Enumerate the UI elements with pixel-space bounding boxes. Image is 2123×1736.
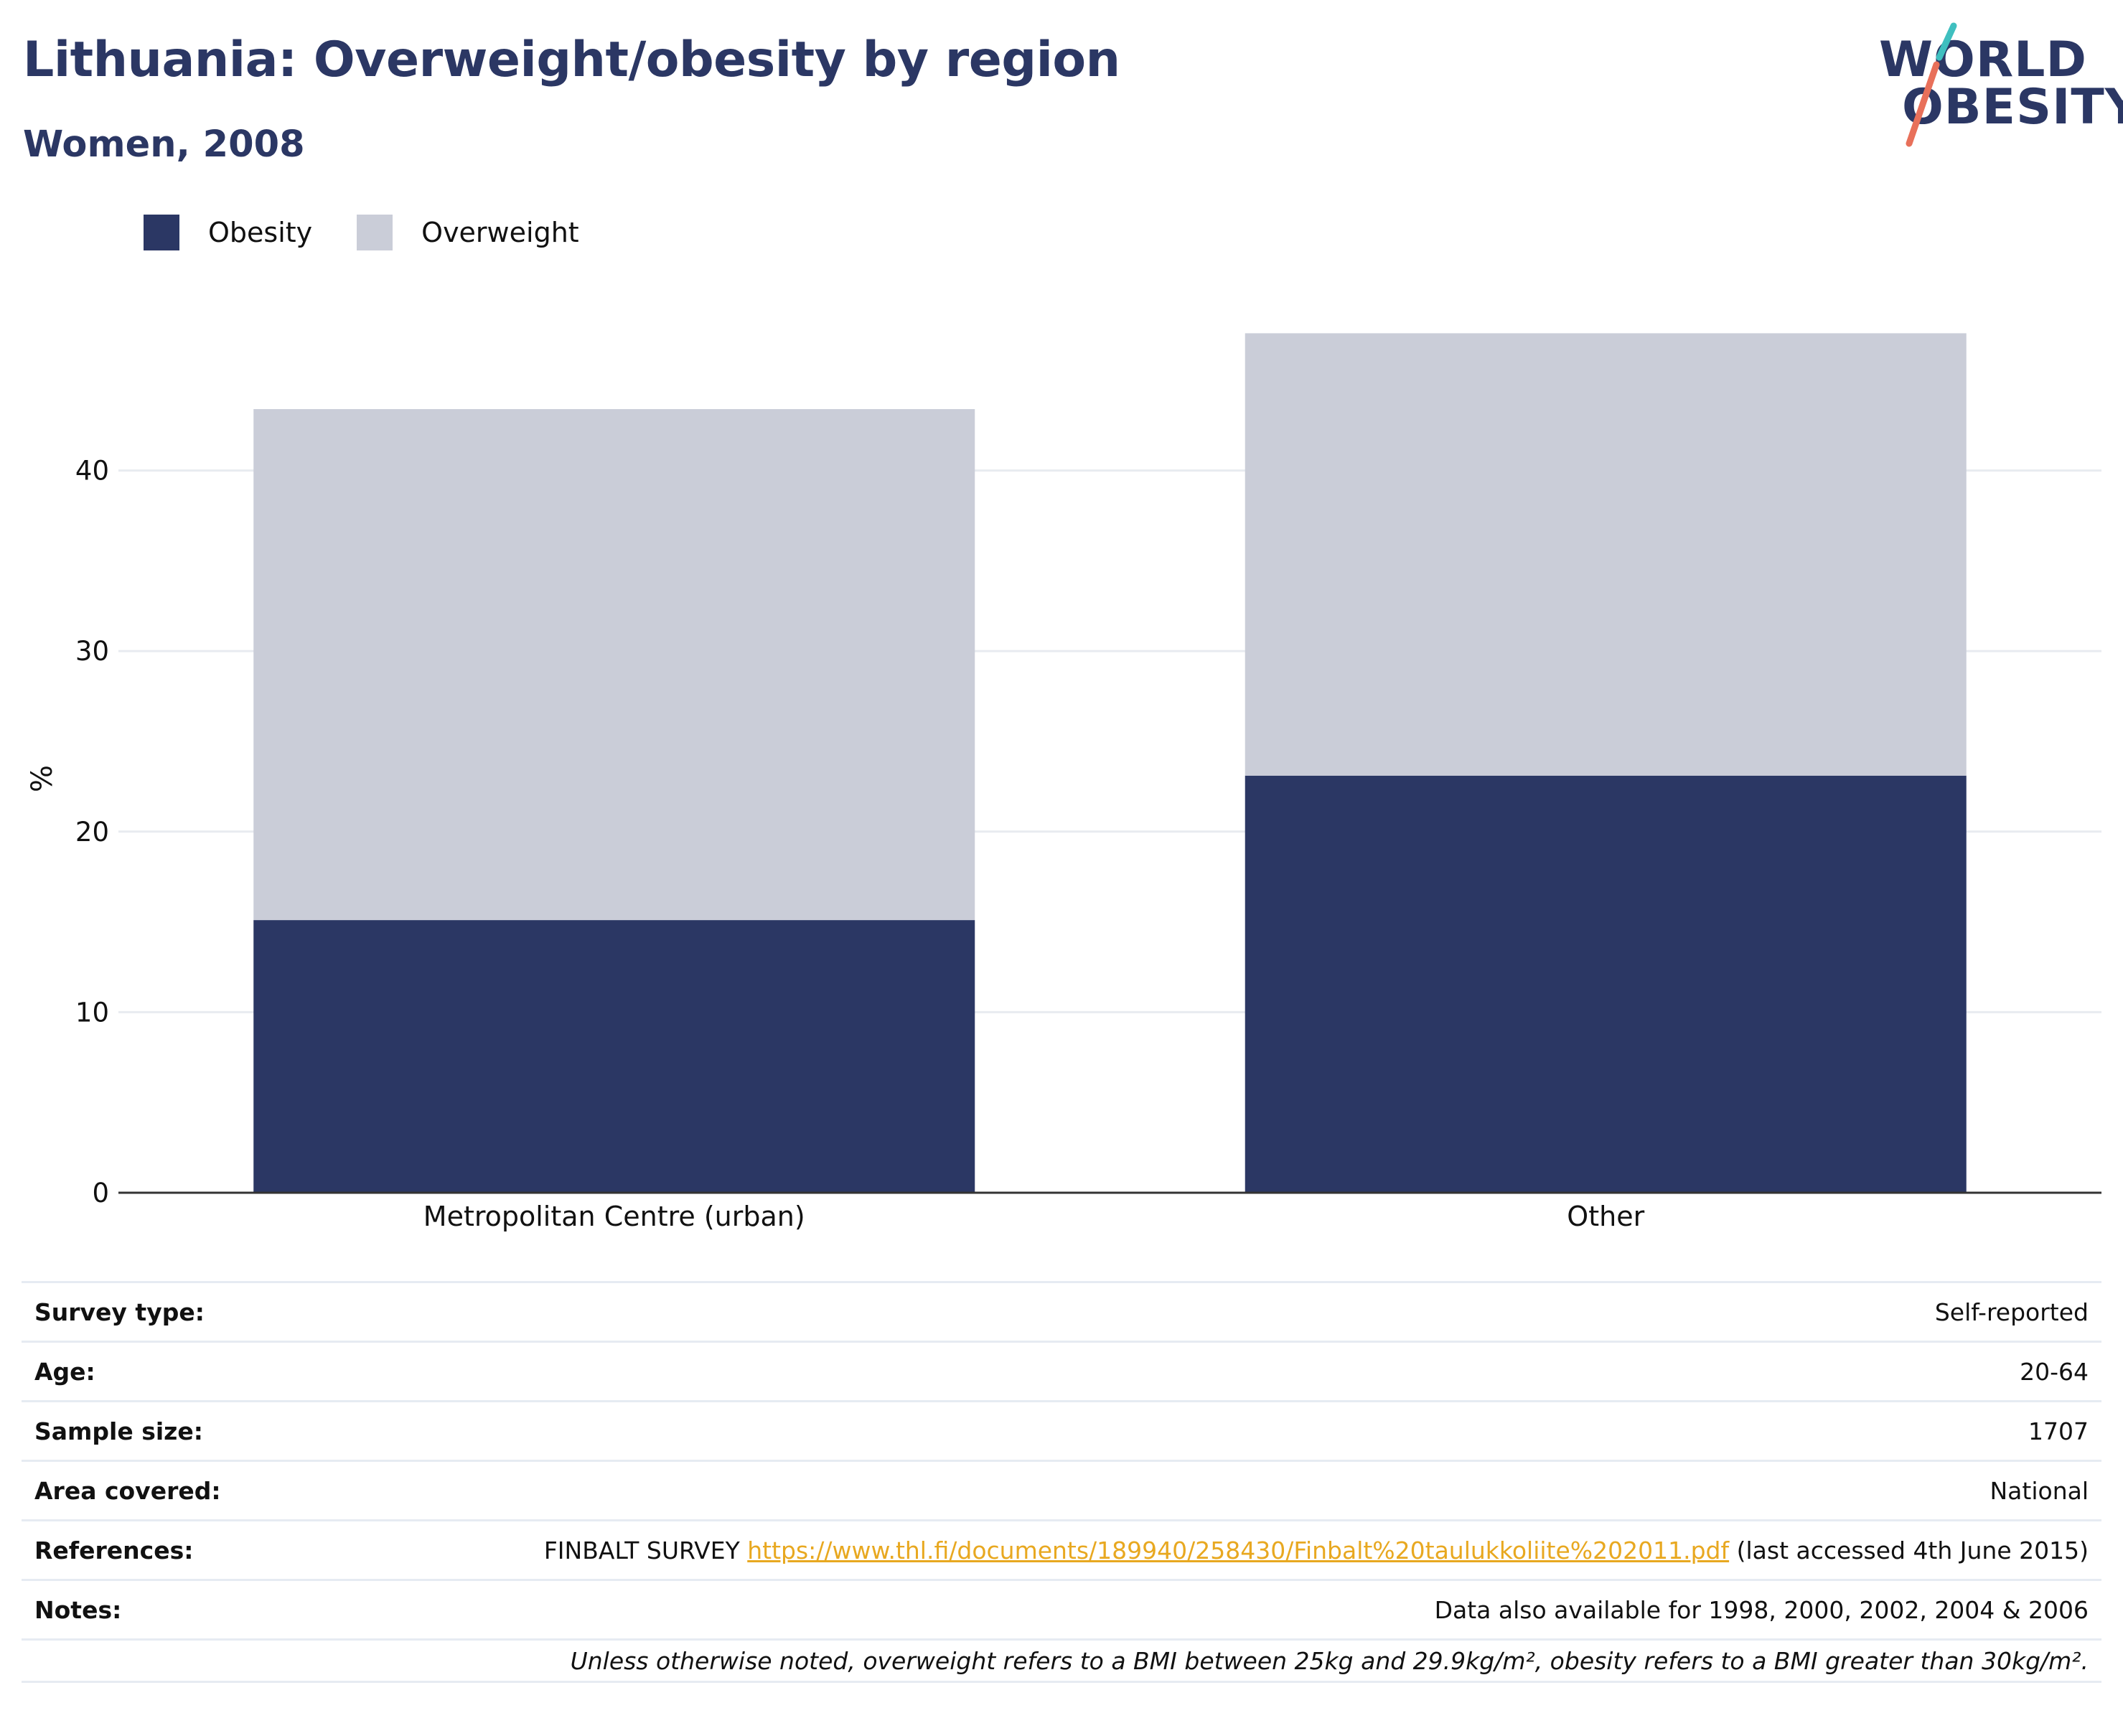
info-row-footnote: Unless otherwise noted, overweight refer… bbox=[22, 1638, 2101, 1683]
bar-overweight-2 bbox=[1245, 333, 1967, 776]
y-axis-label: % bbox=[26, 765, 59, 792]
info-key: Notes: bbox=[34, 1595, 122, 1624]
stacked-bar-chart: 0 10 20 30 40 Metropolitan Centre (urban) Othe… bbox=[26, 333, 2101, 1232]
bar-obesity-1 bbox=[253, 920, 975, 1193]
bar-overweight-1 bbox=[253, 409, 975, 921]
y-tick-label: 40 bbox=[75, 456, 109, 487]
info-row-age: Age: 20-64 bbox=[22, 1341, 2101, 1400]
info-value: FINBALT SURVEY https://www.thl.fi/docume… bbox=[544, 1536, 2089, 1564]
logo-line-1: WORLD bbox=[1879, 32, 2087, 88]
legend-item-overweight[interactable]: Overweight bbox=[357, 215, 579, 250]
info-value: 20-64 bbox=[2020, 1357, 2089, 1386]
info-key: References: bbox=[34, 1536, 194, 1564]
legend-swatch-obesity bbox=[144, 215, 179, 250]
info-row-sample-size: Sample size: 1707 bbox=[22, 1400, 2101, 1460]
info-value: Data also available for 1998, 2000, 2002… bbox=[1434, 1595, 2089, 1624]
info-key: Sample size: bbox=[34, 1417, 203, 1445]
legend-swatch-overweight bbox=[357, 215, 393, 250]
x-tick-label: Other bbox=[1567, 1201, 1644, 1232]
info-row-survey-type: Survey type: Self-reported bbox=[22, 1281, 2101, 1341]
info-row-references: References: FINBALT SURVEY https://www.t… bbox=[22, 1519, 2101, 1579]
info-key: Age: bbox=[34, 1357, 95, 1386]
chart-title: Lithuania: Overweight/obesity by region bbox=[23, 32, 1120, 88]
logo-slash-icon bbox=[1906, 22, 1957, 147]
info-value: National bbox=[1990, 1476, 2089, 1505]
info-key: Survey type: bbox=[34, 1298, 205, 1326]
logo-line-2: OBESITY bbox=[1902, 79, 2123, 136]
chart-legend: Obesity Overweight bbox=[144, 214, 624, 251]
legend-label-obesity: Obesity bbox=[208, 217, 313, 248]
info-row-area-covered: Area covered: National bbox=[22, 1460, 2101, 1519]
legend-item-obesity[interactable]: Obesity bbox=[144, 215, 312, 250]
info-row-notes: Notes: Data also available for 1998, 200… bbox=[22, 1579, 2101, 1638]
chart-subtitle: Women, 2008 bbox=[23, 123, 305, 166]
reference-prefix: FINBALT SURVEY bbox=[543, 1536, 748, 1564]
y-tick-label: 20 bbox=[75, 817, 109, 848]
y-tick-label: 0 bbox=[92, 1178, 109, 1209]
legend-label-overweight: Overweight bbox=[421, 217, 579, 248]
survey-info-table: Survey type: Self-reported Age: 20-64 Sa… bbox=[22, 1281, 2101, 1683]
footnote-text: Unless otherwise noted, overweight refer… bbox=[570, 1646, 2089, 1675]
reference-suffix: (last accessed 4th June 2015) bbox=[1729, 1536, 2089, 1564]
info-value: 1707 bbox=[2028, 1417, 2089, 1445]
x-tick-label: Metropolitan Centre (urban) bbox=[423, 1201, 805, 1232]
y-tick-label: 30 bbox=[75, 636, 109, 667]
info-value: Self-reported bbox=[1934, 1298, 2089, 1326]
y-tick-label: 10 bbox=[75, 997, 109, 1028]
reference-link[interactable]: https://www.thl.fi/documents/189940/2584… bbox=[747, 1536, 1730, 1564]
info-key: Area covered: bbox=[34, 1476, 221, 1505]
world-obesity-logo: WORLD OBESITY bbox=[1873, 22, 2123, 151]
bar-obesity-2 bbox=[1245, 775, 1967, 1193]
